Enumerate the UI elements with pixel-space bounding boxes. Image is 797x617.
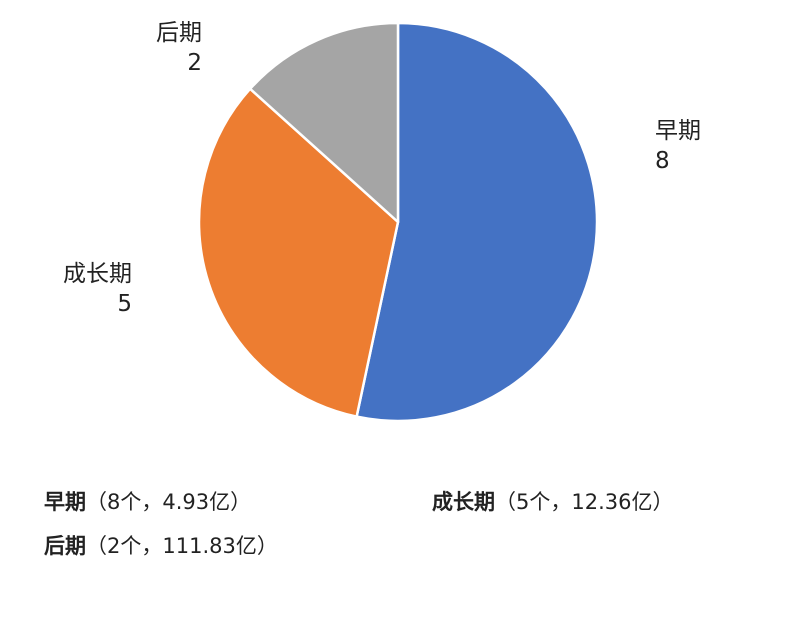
slice-label-growth: 成长期 5 [40, 259, 132, 319]
slice-label-early-name: 早期 [655, 118, 701, 144]
legend-entry-growth: 成长期（5个，12.36亿） [432, 488, 673, 516]
legend-entry-early: 早期（8个，4.93亿） [44, 488, 251, 516]
slice-label-late-value: 2 [187, 50, 202, 76]
legend-name-late: 后期 [44, 534, 86, 558]
slice-early [355, 21, 599, 423]
pie-slices [197, 21, 599, 423]
slice-label-late: 后期 2 [130, 18, 202, 78]
slice-growth [197, 87, 400, 418]
slice-late [248, 21, 400, 224]
slice-label-growth-value: 5 [117, 291, 132, 317]
slice-label-early-value: 8 [655, 148, 670, 174]
slice-label-growth-name: 成长期 [63, 261, 132, 287]
legend-name-growth: 成长期 [432, 490, 495, 514]
legend-name-early: 早期 [44, 490, 86, 514]
legend-detail-early: （8个，4.93亿） [86, 490, 252, 514]
slice-label-early: 早期 8 [655, 116, 701, 176]
slice-label-late-name: 后期 [156, 20, 202, 46]
legend-detail-growth: （5个，12.36亿） [495, 490, 674, 514]
legend-entry-late: 后期（2个，111.83亿） [44, 532, 278, 560]
legend-detail-late: （2个，111.83亿） [86, 534, 278, 558]
